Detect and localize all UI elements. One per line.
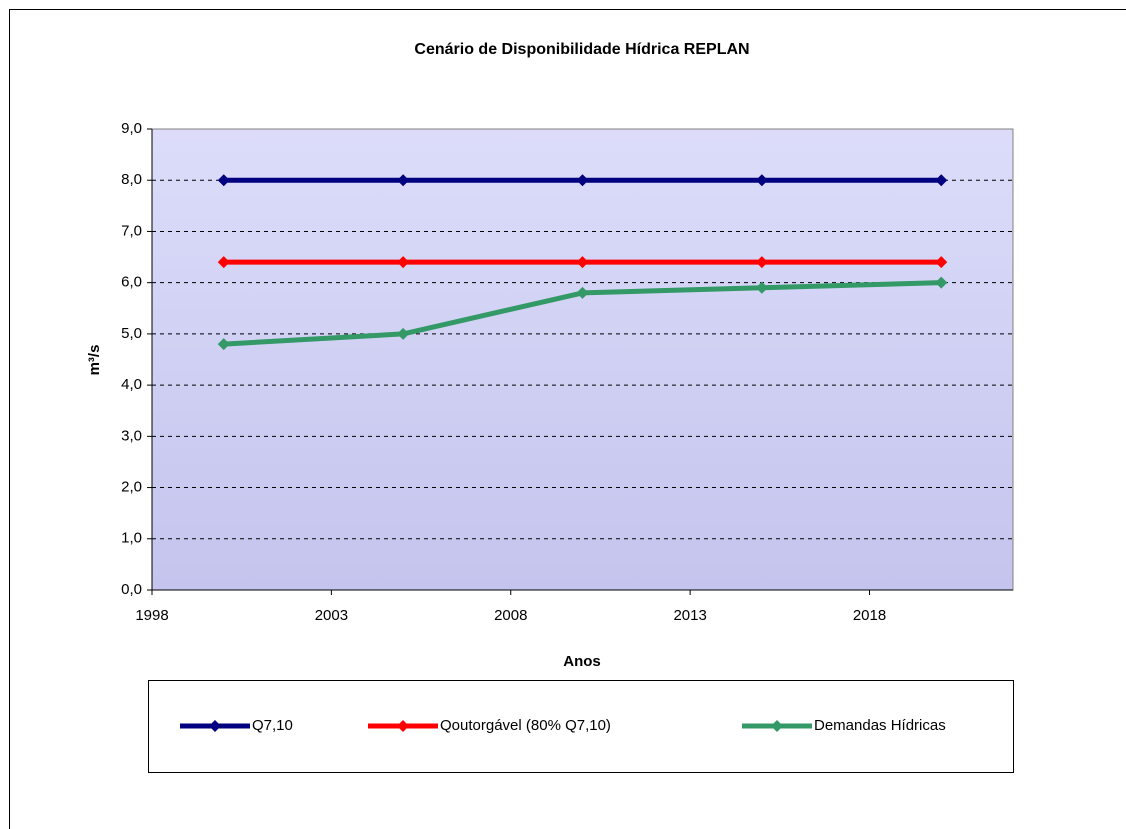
marker — [935, 256, 948, 269]
x-axis-label: Anos — [563, 653, 601, 670]
chart-title: Cenário de Disponibilidade Hídrica REPLA… — [414, 41, 749, 58]
x-tick-label: 2013 — [673, 607, 706, 624]
x-tick-label: 2008 — [494, 607, 527, 624]
y-tick-label: 6,0 — [121, 274, 142, 291]
x-tick-label: 2003 — [315, 607, 348, 624]
legend-marker — [771, 720, 783, 732]
legend-label: Demandas Hídricas — [814, 717, 946, 734]
y-tick-label: 2,0 — [121, 479, 142, 496]
marker — [217, 338, 230, 351]
marker — [935, 276, 948, 289]
y-tick-label: 8,0 — [121, 171, 142, 188]
y-tick-label: 0,0 — [121, 581, 142, 598]
legend-marker — [209, 720, 221, 732]
marker — [217, 256, 230, 269]
marker — [576, 286, 589, 299]
y-tick-label: 3,0 — [121, 427, 142, 444]
legend-label: Qoutorgável (80% Q7,10) — [440, 717, 611, 734]
y-tick-label: 1,0 — [121, 530, 142, 547]
legend — [148, 680, 1014, 773]
marker — [755, 281, 768, 294]
marker — [217, 174, 230, 187]
y-tick-label: 7,0 — [121, 222, 142, 239]
marker — [755, 256, 768, 269]
legend-label: Q7,10 — [252, 717, 293, 734]
y-tick-label: 4,0 — [121, 376, 142, 393]
y-tick-label: 5,0 — [121, 325, 142, 342]
plot-area — [151, 128, 1014, 591]
x-tick-label: 2018 — [853, 607, 886, 624]
y-axis-label: m³/s — [86, 345, 103, 376]
legend-marker — [397, 720, 409, 732]
marker — [935, 174, 948, 187]
marker — [397, 174, 410, 187]
y-tick-label: 9,0 — [121, 120, 142, 137]
marker — [397, 256, 410, 269]
marker — [755, 174, 768, 187]
marker — [576, 256, 589, 269]
marker — [576, 174, 589, 187]
x-tick-label: 1998 — [135, 607, 168, 624]
frame — [9, 9, 1126, 829]
marker — [397, 327, 410, 340]
